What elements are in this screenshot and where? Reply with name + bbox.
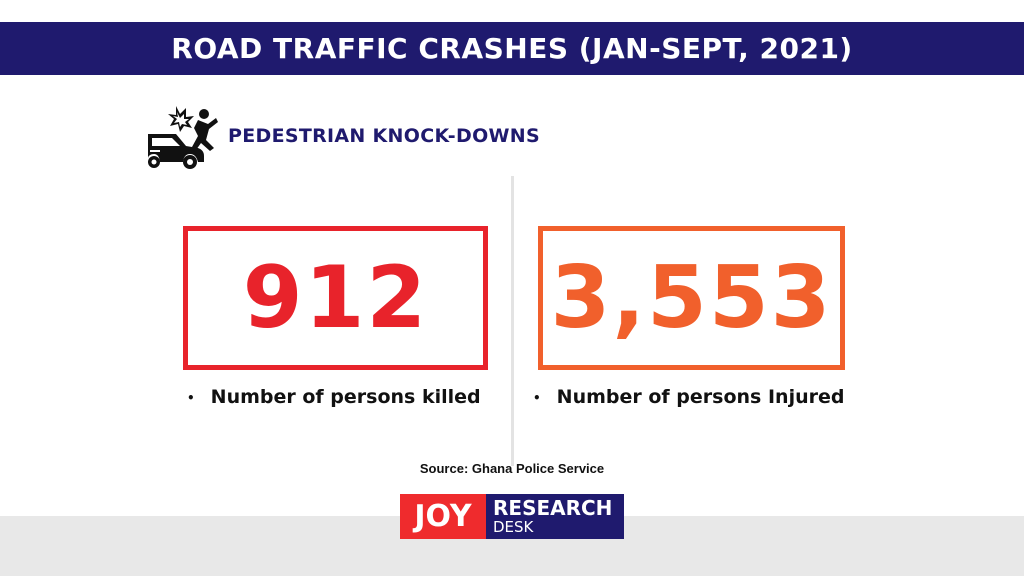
- injured-label-row: • Number of persons Injured: [533, 386, 844, 408]
- killed-label: Number of persons killed: [210, 386, 481, 408]
- bullet-icon: •: [533, 391, 541, 405]
- logo-joy-word: JOY: [414, 499, 472, 534]
- joy-research-desk-logo: JOY RESEARCH DESK: [400, 494, 624, 539]
- killed-stat-box: 912: [183, 226, 488, 370]
- section-title: PEDESTRIAN KNOCK-DOWNS: [228, 125, 540, 147]
- title-banner: ROAD TRAFFIC CRASHES (JAN-SEPT, 2021): [0, 22, 1024, 75]
- logo-joy-block: JOY: [400, 494, 486, 539]
- injured-label: Number of persons Injured: [556, 386, 845, 408]
- injured-stat-box: 3,553: [538, 226, 845, 370]
- bullet-icon: •: [187, 391, 195, 405]
- logo-line1: RESEARCH: [493, 496, 613, 520]
- killed-count: 912: [242, 248, 429, 348]
- column-divider: [511, 176, 514, 466]
- logo-text-block: RESEARCH DESK: [486, 494, 624, 539]
- killed-label-row: • Number of persons killed: [187, 386, 481, 408]
- section-header: PEDESTRIAN KNOCK-DOWNS: [146, 98, 540, 174]
- logo-line2: DESK: [493, 518, 534, 536]
- source-note: Source: Ghana Police Service: [419, 461, 605, 476]
- injured-count: 3,553: [550, 248, 833, 348]
- page-title: ROAD TRAFFIC CRASHES (JAN-SEPT, 2021): [171, 32, 853, 65]
- pedestrian-crash-icon: [148, 106, 218, 169]
